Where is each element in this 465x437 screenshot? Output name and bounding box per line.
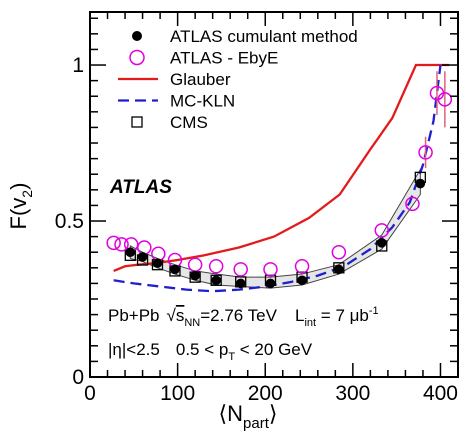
legend-label: Glauber — [170, 70, 231, 89]
legend-label: ATLAS - EbyE — [170, 49, 278, 68]
ebye-point — [233, 262, 248, 277]
cumulant-point — [334, 264, 344, 275]
cumulant-point — [376, 238, 387, 248]
ebye-point — [294, 259, 310, 274]
legend-marker-cms — [131, 116, 143, 128]
cumulant-point — [137, 252, 148, 262]
x-tick-label: 200 — [248, 382, 283, 405]
pt-range-pre: 0.5 < p — [176, 340, 228, 359]
legend-marker-ebye — [129, 49, 145, 66]
axis-ticks: 0 100 200 300 400 0 0.5 1 — [55, 12, 459, 405]
lumi-L: L — [295, 306, 304, 325]
legend-label: MC-KLN — [170, 92, 235, 111]
y-axis-title-close: ) — [6, 183, 31, 190]
ebye-point — [106, 235, 121, 251]
kinematic-cuts: |η|<2.5 0.5 < pT < 20 GeV — [108, 340, 313, 363]
energy-text: =2.76 TeV — [200, 306, 277, 325]
ebye-point — [418, 145, 433, 160]
y-tick-label: 0.5 — [55, 210, 84, 233]
ebye-point — [437, 92, 453, 107]
lumi-value: = 7 μb — [316, 306, 369, 325]
plot-frame — [89, 11, 459, 378]
nn-sub: NN — [184, 317, 200, 329]
legend-label: CMS — [170, 113, 208, 132]
data-layer — [106, 63, 453, 293]
legend: ATLAS cumulant method ATLAS - EbyE Glauber… — [118, 27, 358, 132]
cumulant-point — [211, 275, 221, 286]
x-tick-label: 0 — [84, 382, 96, 405]
legend-marker-cumulant — [132, 31, 142, 41]
cumulant-point — [235, 278, 246, 289]
cumulant-point — [190, 270, 200, 281]
cms-point — [210, 274, 222, 286]
pt-sub: T — [228, 351, 235, 363]
y-tick-label: 1 — [72, 54, 84, 77]
cumulant-point — [152, 258, 163, 268]
legend-label: ATLAS cumulant method — [170, 27, 358, 46]
sqrt-s: s — [176, 306, 185, 325]
ebye-point — [263, 262, 278, 277]
cumulant-point — [170, 264, 180, 275]
y-axis-title-sub: 2 — [19, 190, 35, 198]
y-tick-label: 0 — [72, 366, 84, 389]
cumulant-point — [415, 178, 426, 189]
x-tick-label: 100 — [160, 382, 195, 405]
pt-range-post: < 20 GeV — [235, 340, 313, 359]
lumi-sup: -1 — [369, 305, 379, 317]
sqrt-symbol: √ — [167, 306, 177, 325]
x-tick-label: 400 — [423, 382, 458, 405]
ebye-point — [331, 244, 347, 260]
ebye-point — [405, 196, 420, 212]
ebye-point — [187, 257, 203, 272]
ebye-point — [208, 259, 224, 274]
x-axis-title-sub: part — [243, 415, 270, 432]
cumulant-point — [265, 278, 276, 289]
x-axis-title-close: ⟩ — [269, 401, 278, 426]
glauber-curve — [113, 63, 450, 272]
cumulant-point — [297, 275, 307, 286]
ebye-point — [137, 240, 152, 255]
lumi-sub: int — [304, 317, 316, 329]
x-tick-label: 300 — [335, 382, 370, 405]
x-axis-title: ⟨Npart⟩ — [219, 401, 278, 432]
collision-info: Pb+Pb √sNN=2.76 TeV Lint = 7 μb-1 — [108, 305, 379, 329]
ebye-point — [114, 237, 129, 252]
ebye-point — [374, 223, 390, 238]
atlas-label: ATLAS — [109, 177, 172, 198]
y-axis-title: F(v2) — [6, 183, 35, 230]
cumulant-point — [125, 247, 136, 258]
